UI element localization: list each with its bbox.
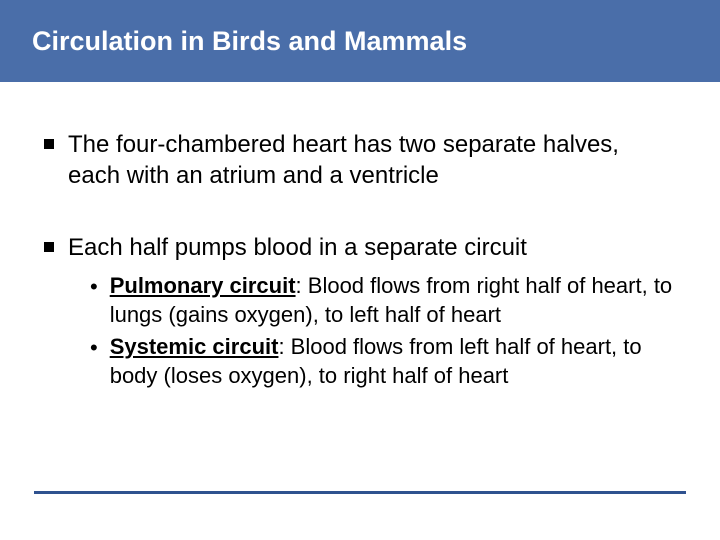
- sub-bullet-text: Systemic circuit: Blood flows from left …: [110, 333, 676, 390]
- term-label: Pulmonary circuit: [110, 273, 296, 298]
- sub-bullet-text: Pulmonary circuit: Blood flows from righ…: [110, 272, 676, 329]
- bullet-text: The four-chambered heart has two separat…: [68, 130, 676, 191]
- dot-bullet-icon: •: [90, 334, 98, 362]
- slide-header: Circulation in Birds and Mammals: [0, 0, 720, 82]
- square-bullet-icon: [44, 139, 54, 149]
- term-label: Systemic circuit: [110, 334, 279, 359]
- sub-bullet-item: • Pulmonary circuit: Blood flows from ri…: [90, 272, 676, 329]
- slide-title: Circulation in Birds and Mammals: [32, 26, 467, 57]
- footer-divider: [34, 491, 686, 494]
- slide-content: The four-chambered heart has two separat…: [0, 82, 720, 395]
- bullet-item: The four-chambered heart has two separat…: [44, 130, 676, 191]
- sub-list: • Pulmonary circuit: Blood flows from ri…: [68, 272, 676, 390]
- sub-bullet-item: • Systemic circuit: Blood flows from lef…: [90, 333, 676, 390]
- bullet-item: Each half pumps blood in a separate circ…: [44, 233, 676, 394]
- bullet-text: Each half pumps blood in a separate circ…: [68, 233, 676, 264]
- dot-bullet-icon: •: [90, 273, 98, 301]
- square-bullet-icon: [44, 242, 54, 252]
